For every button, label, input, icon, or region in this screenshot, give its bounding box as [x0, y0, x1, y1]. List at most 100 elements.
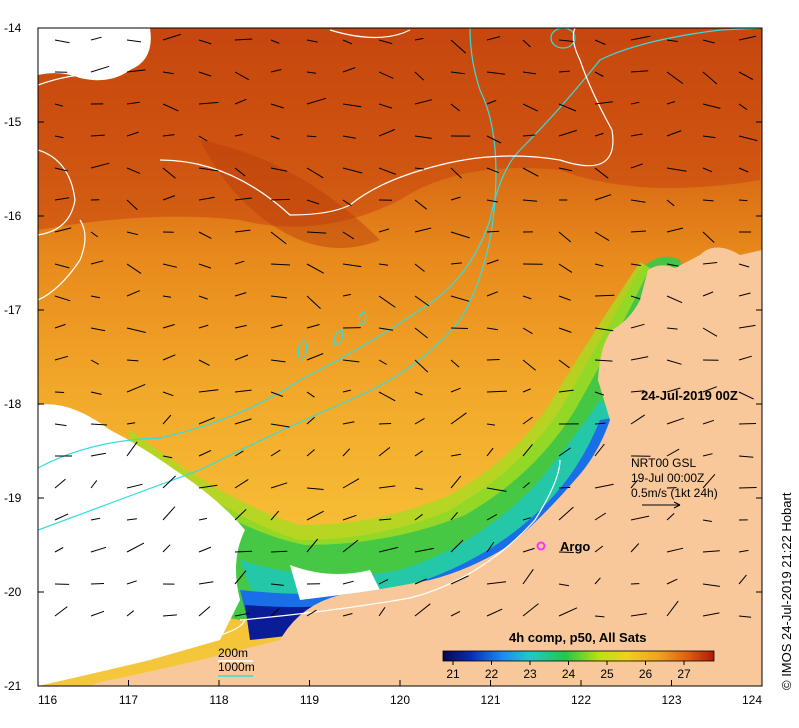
current-vector — [378, 391, 396, 402]
current-vector — [90, 452, 106, 457]
contour-200m — [41, 619, 246, 661]
current-vector — [342, 135, 356, 139]
current-vector — [90, 517, 101, 521]
current-vector — [198, 167, 219, 172]
current-vector — [162, 167, 176, 179]
current-vector — [342, 39, 353, 45]
current-vector — [594, 39, 606, 45]
current-vector — [414, 547, 434, 553]
lon-tick-label: 120 — [390, 693, 410, 707]
lon-tick-label: 124 — [742, 693, 762, 707]
current-vector — [414, 513, 423, 521]
current-vector — [342, 167, 363, 174]
current-vector — [234, 509, 247, 521]
current-vector — [738, 263, 750, 268]
current-vector — [486, 390, 508, 393]
current-vector — [486, 447, 494, 457]
current-vector — [270, 449, 281, 457]
current-vector — [594, 327, 614, 332]
current-vector — [666, 578, 678, 585]
current-vector — [162, 295, 172, 298]
current-vector — [162, 195, 176, 201]
current-vector — [90, 480, 98, 489]
current-vector — [378, 359, 388, 365]
current-vector — [198, 295, 208, 300]
current-vector — [558, 486, 571, 489]
current-vector — [54, 606, 68, 617]
current-vector — [342, 539, 359, 553]
current-vector — [666, 263, 679, 267]
current-vector — [666, 39, 678, 42]
current-vector — [738, 167, 749, 173]
current-vector — [630, 414, 645, 425]
current-vector — [342, 613, 353, 617]
current-vector — [126, 422, 136, 425]
current-vector — [594, 391, 605, 396]
current-vector — [306, 353, 324, 361]
current-vector — [270, 391, 284, 397]
current-vector — [126, 69, 146, 73]
current-vector — [414, 391, 423, 396]
current-vector — [234, 418, 252, 425]
current-vector — [558, 263, 573, 273]
current-vector — [126, 101, 140, 105]
current-vector — [90, 36, 102, 41]
lat-tick-label: -16 — [4, 209, 22, 223]
current-vector — [270, 608, 280, 617]
current-vector — [414, 359, 429, 373]
current-vector — [342, 448, 351, 457]
current-vector — [558, 129, 577, 137]
current-vector — [414, 295, 430, 307]
current-vector — [54, 391, 65, 393]
current-vector — [378, 71, 394, 79]
current-vector — [522, 134, 536, 137]
current-vector — [378, 39, 393, 45]
current-vector — [702, 519, 712, 522]
current-vector — [90, 327, 106, 332]
contour-200m-label: 200m — [218, 646, 248, 660]
colorbar-tick-label: 21 — [446, 667, 460, 681]
current-vector — [702, 39, 715, 44]
current-vector — [342, 103, 362, 108]
current-vector — [162, 134, 175, 137]
current-vector — [522, 388, 531, 393]
current-vector — [666, 130, 682, 137]
current-vector — [162, 354, 176, 361]
current-vector — [414, 199, 427, 210]
current-vector — [450, 196, 461, 201]
current-vector — [414, 417, 425, 425]
current-vector — [162, 614, 177, 617]
current-vector — [630, 101, 640, 105]
current-vector — [450, 103, 461, 112]
current-vector — [162, 455, 173, 459]
current-vector — [558, 607, 578, 617]
current-vector — [198, 606, 211, 617]
contour-1000m-label: 1000m — [218, 660, 255, 674]
lat-tick-label: -21 — [4, 679, 22, 693]
current-vector — [54, 135, 64, 139]
lon-tick-label: 117 — [119, 693, 138, 707]
current-vector — [666, 167, 687, 172]
current-vector — [666, 227, 684, 233]
lat-tick-label: -14 — [4, 21, 22, 35]
current-vector — [630, 543, 640, 553]
current-vector — [594, 101, 613, 105]
current-vector — [126, 383, 146, 393]
current-vector — [594, 294, 615, 297]
current-vector — [702, 167, 713, 173]
current-vector — [738, 135, 758, 142]
current-vector — [306, 231, 327, 234]
current-vector — [738, 423, 757, 425]
current-vector — [414, 450, 423, 457]
current-vector — [594, 443, 605, 457]
current-vector — [594, 231, 610, 242]
current-vector — [486, 327, 498, 331]
current-vector — [198, 484, 218, 489]
current-vector — [702, 453, 713, 457]
current-vector — [198, 101, 219, 105]
current-vector — [522, 569, 534, 585]
current-vector — [306, 71, 317, 74]
current-vector — [270, 482, 288, 489]
current-vector — [558, 231, 572, 243]
current-vector — [738, 71, 754, 80]
